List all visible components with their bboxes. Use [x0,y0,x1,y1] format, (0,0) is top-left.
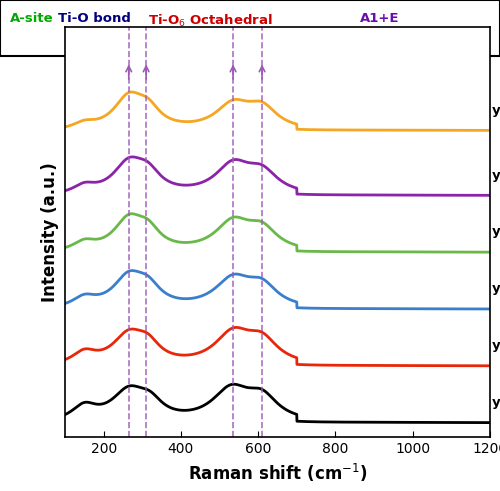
Text: y = 0.04: y = 0.04 [492,169,500,182]
Text: y = 0.05: y = 0.05 [492,104,500,117]
Text: y = 0.02: y = 0.02 [492,282,500,295]
Text: A1+E: A1+E [360,12,400,26]
Text: Ti-O bond: Ti-O bond [58,12,130,26]
Text: A-site: A-site [10,12,54,26]
Text: Ti-O$_6$ Octahedral: Ti-O$_6$ Octahedral [148,12,272,28]
X-axis label: Raman shift (cm$^{-1}$): Raman shift (cm$^{-1}$) [188,462,367,484]
Text: y = 0: y = 0 [492,396,500,409]
Text: y = 0.01: y = 0.01 [492,339,500,352]
Text: y = 0.03: y = 0.03 [492,225,500,239]
Y-axis label: Intensity (a.u.): Intensity (a.u.) [42,162,60,302]
